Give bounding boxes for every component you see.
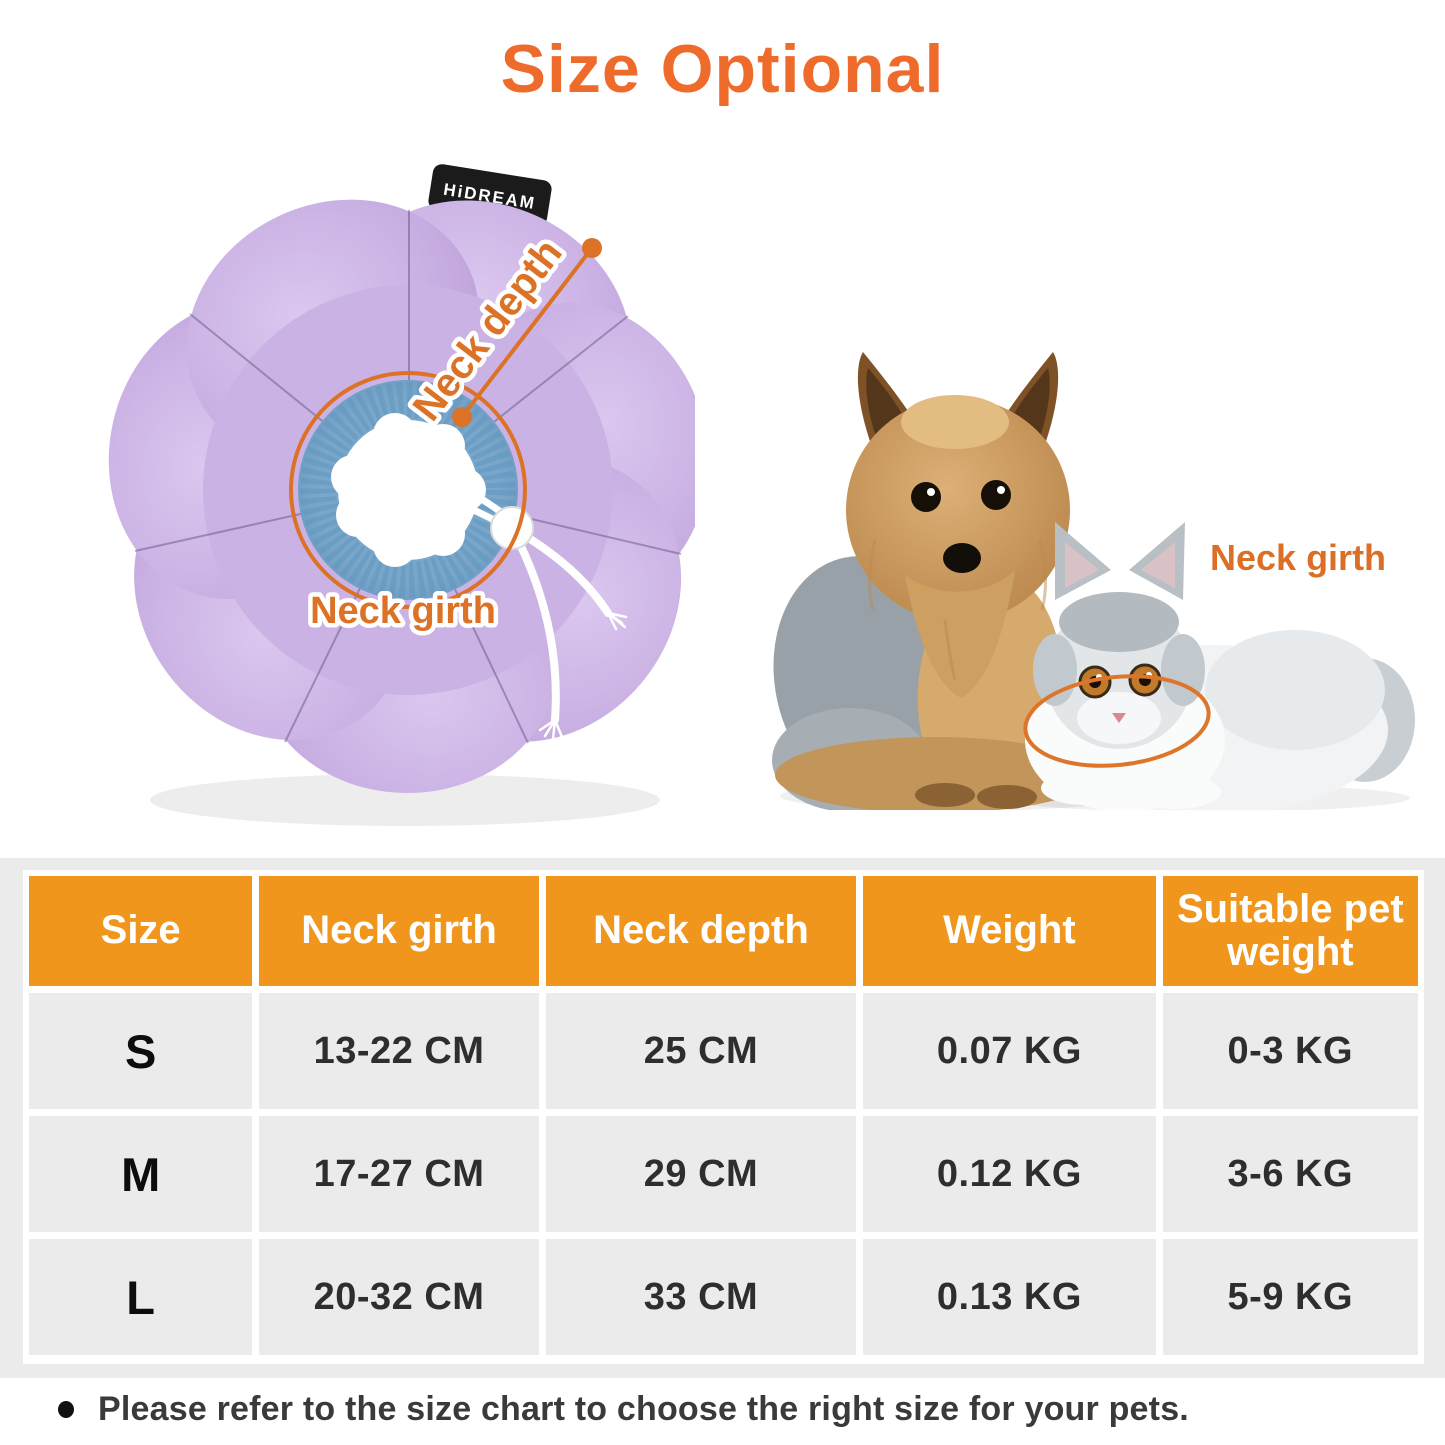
pets-photo: Neck girth	[772, 352, 1415, 815]
neck-depth-measure-line	[452, 238, 602, 427]
size-table: Size Neck girth Neck depth Weight Suitab…	[23, 870, 1424, 1364]
cell-m-neck-girth: 17-27 CM	[259, 1116, 539, 1232]
cell-s-neck-depth: 25 CM	[545, 993, 857, 1109]
column-header-weight: Weight	[863, 876, 1156, 986]
hole-scallops	[331, 413, 486, 567]
measure-dot-outer	[582, 238, 602, 258]
collar-neck-girth-label: Neck girth	[310, 590, 496, 632]
cell-l-pet-weight: 5-9 KG	[1162, 1239, 1418, 1355]
cell-s-neck-girth: 13-22 CM	[259, 993, 539, 1109]
footnote: Please refer to the size chart to choose…	[58, 1390, 1398, 1429]
collar-illustration: HiDREAM	[55, 145, 709, 845]
column-header-size: Size	[29, 876, 253, 986]
collar-shadow	[150, 774, 660, 826]
page-title: Size Optional	[500, 31, 945, 107]
collar-ring	[298, 380, 518, 600]
cell-s-pet-weight: 0-3 KG	[1162, 993, 1418, 1109]
pets-neck-girth-label: Neck girth	[1210, 537, 1386, 578]
cell-m-pet-weight: 3-6 KG	[1162, 1116, 1418, 1232]
column-header-neck-depth: Neck depth	[545, 876, 857, 986]
cell-l-neck-depth: 33 CM	[545, 1239, 857, 1355]
size-table-grid: Size Neck girth Neck depth Weight Suitab…	[29, 876, 1418, 1355]
cat-neck-girth-ellipse	[1023, 674, 1211, 768]
size-table-frame: Size Neck girth Neck depth Weight Suitab…	[0, 858, 1445, 1378]
bullet-dot-icon	[58, 1401, 74, 1418]
measure-dot-inner	[452, 407, 472, 427]
cell-l-weight: 0.13 KG	[863, 1239, 1156, 1355]
cell-l-neck-girth: 20-32 CM	[259, 1239, 539, 1355]
cell-m-weight: 0.12 KG	[863, 1116, 1156, 1232]
collar-photo: HiDREAM	[108, 164, 709, 826]
cell-size-m: M	[29, 1116, 253, 1232]
drawstring	[463, 491, 628, 741]
footnote-text: Please refer to the size chart to choose…	[98, 1390, 1189, 1428]
pets-illustration: Neck girth	[755, 330, 1415, 815]
cell-size-l: L	[29, 1239, 253, 1355]
cell-size-s: S	[29, 993, 253, 1109]
column-header-pet-weight: Suitable pet weight	[1162, 876, 1418, 986]
column-header-neck-girth: Neck girth	[259, 876, 539, 986]
cell-m-neck-depth: 29 CM	[545, 1116, 857, 1232]
petal-seams	[134, 210, 682, 744]
cell-s-weight: 0.07 KG	[863, 993, 1156, 1109]
neck-girth-measure-ring	[289, 371, 527, 609]
dog-illustration	[772, 352, 1095, 813]
drawstring-tassels	[538, 611, 628, 741]
dog-fur-strokes	[867, 539, 1048, 681]
